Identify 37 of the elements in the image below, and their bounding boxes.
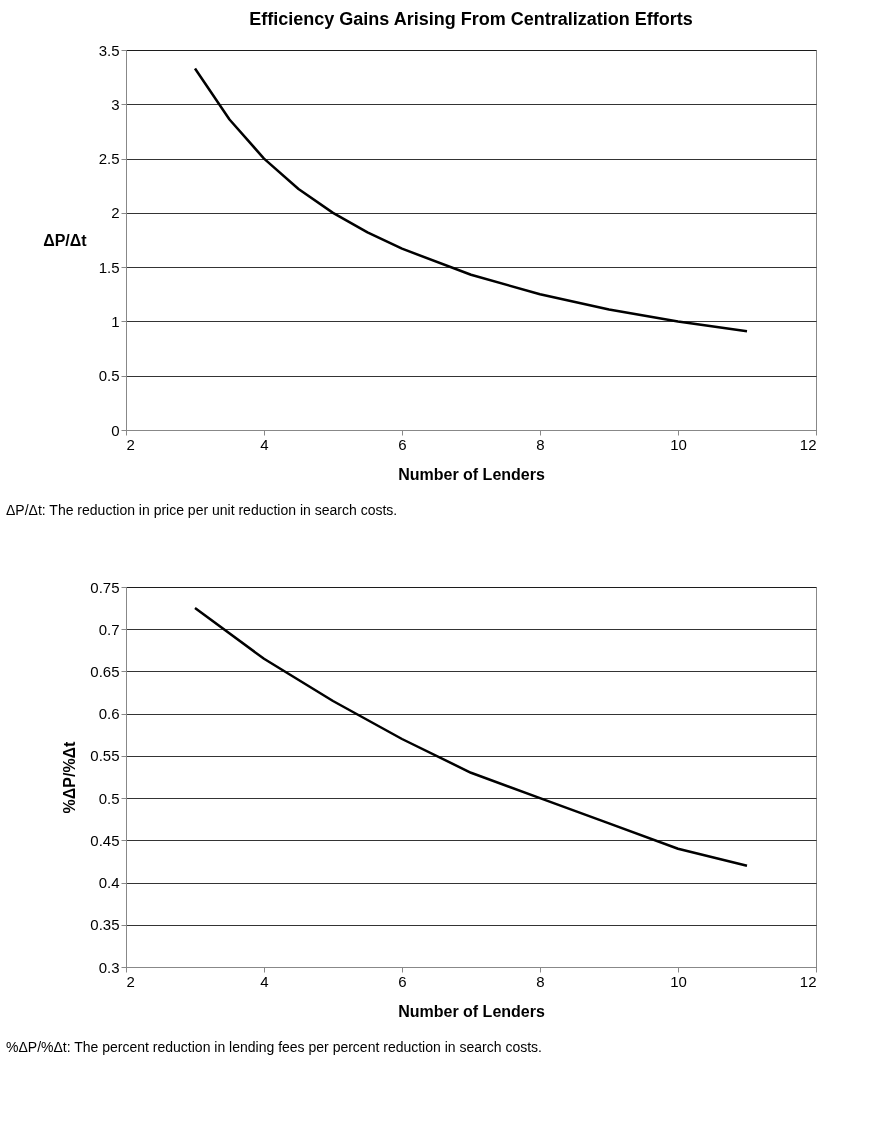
x-tick-label: 8 [536, 435, 545, 453]
x-tick-label: 12 [799, 972, 817, 990]
y-tick-label: 0.7 [98, 620, 120, 638]
y-axis-title: ΔP/Δt [43, 231, 88, 249]
y-tick-label: 1.5 [98, 258, 120, 276]
y-tick-label: 0.35 [90, 916, 120, 934]
y-tick-label: 0.55 [90, 747, 120, 765]
x-tick-label: 2 [126, 435, 135, 453]
y-tick-label: 0.5 [98, 789, 120, 807]
y-tick-label: 3 [111, 95, 120, 113]
y-tick-label: 0.6 [98, 705, 120, 723]
y-tick-label: 0.4 [98, 874, 120, 892]
y-axis-title: %ΔP/%Δt [61, 740, 79, 814]
x-tick-label: 6 [398, 435, 407, 453]
x-tick-label: 4 [260, 972, 269, 990]
x-tick-label: 12 [799, 435, 817, 453]
y-tick-label: 0.5 [98, 367, 120, 385]
y-tick-label: 0 [111, 421, 120, 439]
y-tick-label: 2.5 [98, 150, 120, 168]
y-tick-label: 0.3 [98, 958, 120, 976]
text: ΔP/Δt: The reduction in price per unit reduction in search costs. [6, 502, 398, 518]
chart-title: Efficiency Gains Arising From Centralization Efforts [249, 9, 693, 29]
y-tick-label: 0.75 [90, 578, 120, 596]
text: %ΔP/%Δt: The percent reduction in lending fees per percent reduction in search costs. [6, 1039, 542, 1055]
x-tick-label: 8 [536, 972, 545, 990]
x-axis-title: Number of Lenders [398, 1002, 545, 1020]
y-tick-label: 1 [111, 312, 120, 330]
x-tick-label: 4 [260, 435, 269, 453]
y-tick-label: 3.5 [98, 41, 120, 59]
x-axis-title: Number of Lenders [398, 465, 545, 483]
y-tick-label: 0.65 [90, 662, 120, 680]
x-tick-label: 6 [398, 972, 407, 990]
y-tick-label: 0.45 [90, 831, 120, 849]
x-tick-label: 10 [670, 972, 687, 990]
x-tick-label: 2 [126, 972, 135, 990]
y-tick-label: 2 [111, 204, 120, 222]
x-tick-label: 10 [670, 435, 687, 453]
